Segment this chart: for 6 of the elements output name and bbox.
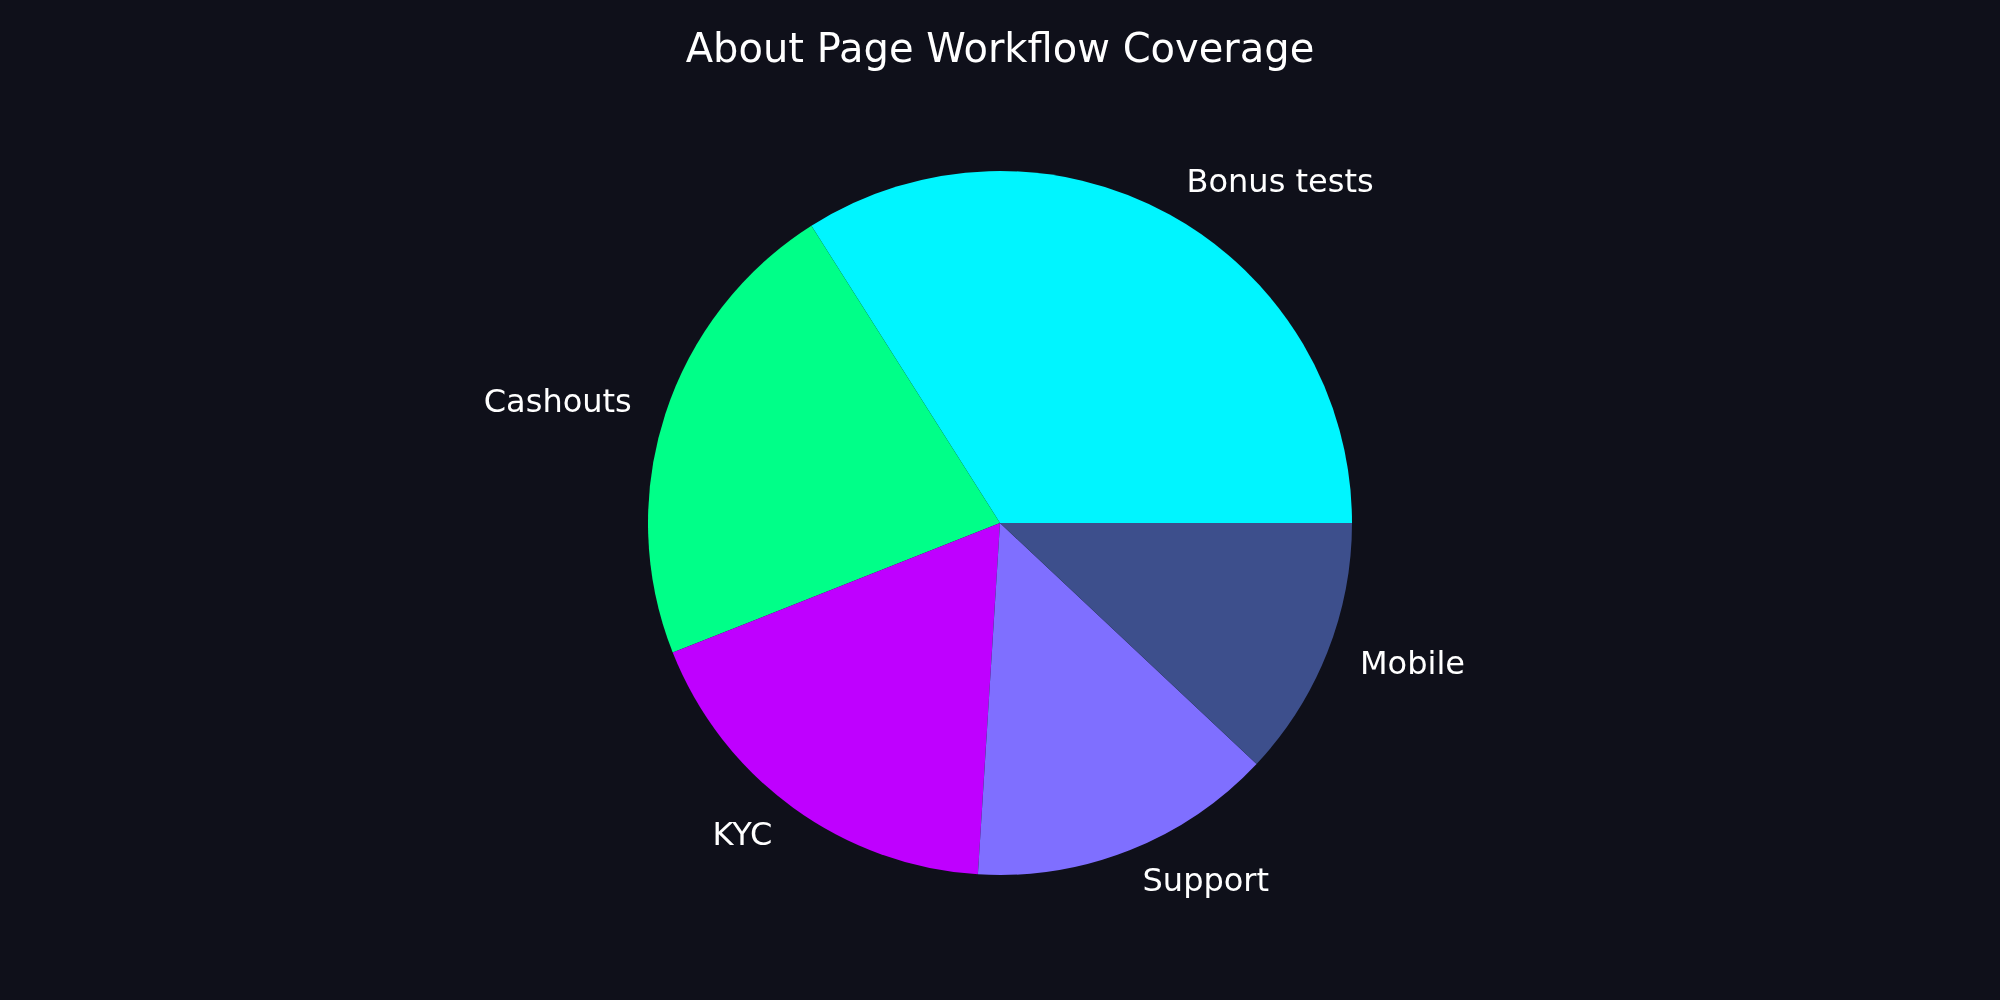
- slice-label: KYC: [712, 814, 773, 853]
- chart-title: About Page Workflow Coverage: [685, 25, 1315, 72]
- slice-label: Bonus tests: [1186, 162, 1374, 201]
- slice-label: Cashouts: [483, 381, 632, 420]
- slice-label: Mobile: [1360, 643, 1465, 682]
- slice-label: Support: [1142, 861, 1270, 900]
